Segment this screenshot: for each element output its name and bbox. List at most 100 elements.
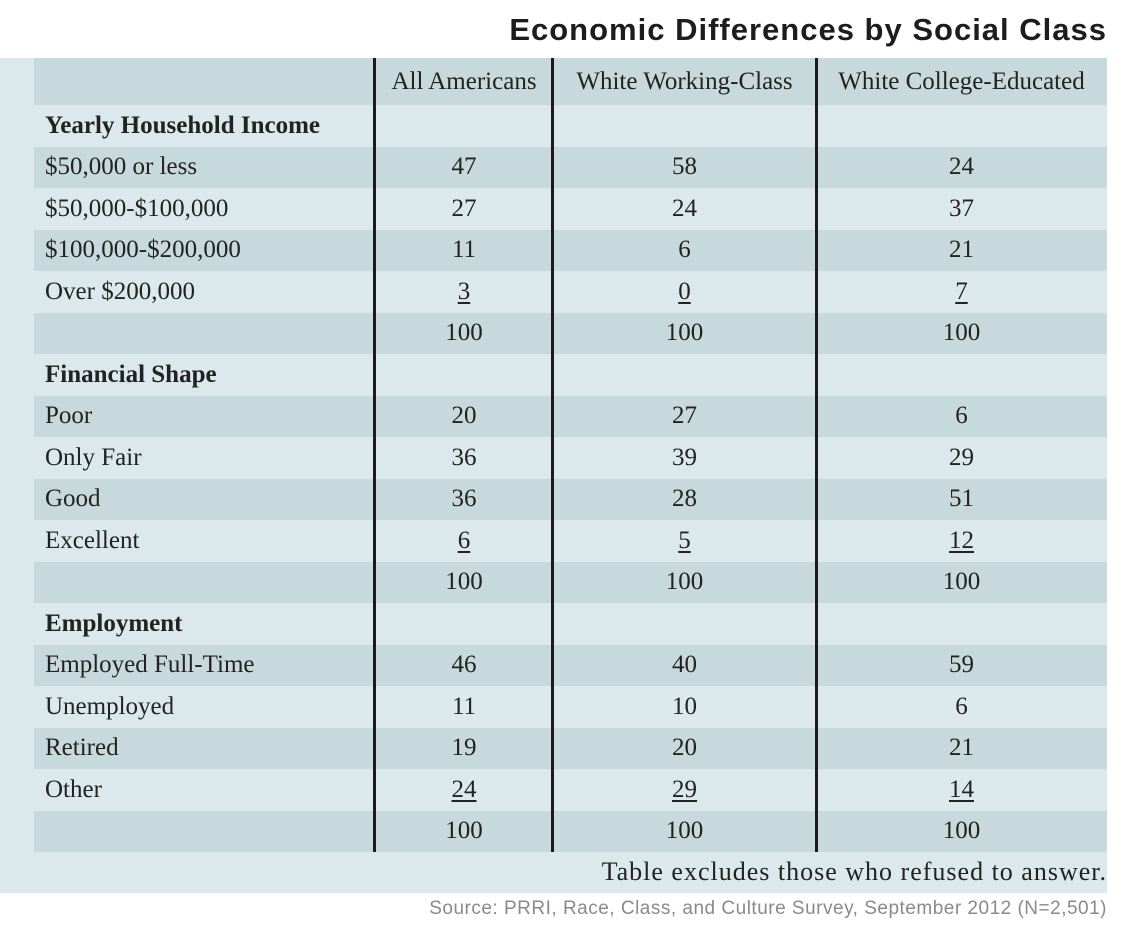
cell-value: 14 [949, 775, 974, 803]
cell-value: 3 [457, 277, 471, 305]
table-cell: 39 [553, 437, 816, 479]
table-cell: 5 [553, 520, 816, 562]
table-cell: 21 [816, 230, 1107, 272]
table-row: Excellent 6 5 12 [34, 520, 1107, 562]
row-label: Employed Full-Time [45, 651, 255, 679]
cell-value: 6 [955, 402, 968, 430]
table-cell: 20 [375, 396, 553, 438]
table-cell [375, 105, 553, 147]
cell-value: 29 [672, 775, 697, 803]
cell-value: 100 [665, 568, 704, 596]
cell-value: 27 [451, 194, 477, 222]
cell-value: 0 [678, 277, 691, 305]
cell-value: 6 [678, 236, 691, 264]
cell-value: 100 [445, 817, 483, 845]
table-cell [375, 354, 553, 396]
cell-value: 100 [445, 319, 483, 347]
table-cell [553, 105, 816, 147]
section-label: Yearly Household Income [45, 111, 320, 139]
table-cell: 40 [553, 645, 816, 687]
table-cell: 6 [375, 520, 553, 562]
table-row: $50,000 or less 47 58 24 [34, 146, 1107, 189]
table-cell: 11 [375, 686, 553, 728]
table-cell: 100 [816, 562, 1107, 604]
section-row: Yearly Household Income [34, 105, 1107, 147]
table-cell: 100 [375, 313, 553, 355]
cell-value: 24 [949, 153, 974, 181]
total-row: 100 100 100 [34, 312, 1107, 355]
section-label: Employment [45, 609, 183, 637]
table-row: Employed Full-Time 46 40 59 [34, 644, 1107, 687]
cell-value: 20 [672, 734, 697, 762]
row-label: Only Fair [45, 443, 142, 471]
table-cell [375, 603, 553, 645]
row-label: Other [45, 775, 102, 803]
cell-value: 100 [942, 319, 981, 347]
cell-value: 5 [678, 526, 691, 554]
row-label: Unemployed [45, 692, 175, 720]
cell-value: 12 [949, 526, 974, 554]
table-row: Only Fair 36 39 29 [34, 437, 1107, 479]
table-cell [816, 105, 1107, 147]
table-cell: 47 [375, 147, 553, 189]
cell-value: 58 [672, 153, 697, 181]
row-label: Good [45, 485, 101, 513]
source-line: Source: PRRI, Race, Class, and Culture S… [429, 898, 1107, 919]
cell-value: 29 [949, 443, 974, 471]
table-cell: 12 [816, 520, 1107, 562]
table-cell: 11 [375, 230, 553, 272]
table-cell: 6 [816, 396, 1107, 438]
table-cell: 100 [816, 811, 1107, 853]
cell-value: 27 [672, 402, 697, 430]
table-cell: 36 [375, 479, 553, 521]
section-row: Financial Shape [34, 354, 1107, 396]
table-row: Over $200,000 3 0 7 [34, 271, 1107, 313]
row-label: Retired [45, 734, 119, 762]
table-cell: 37 [816, 188, 1107, 230]
column-header: White College-Educated [838, 67, 1085, 95]
table-cell: 28 [553, 479, 816, 521]
cell-value: 28 [672, 485, 697, 513]
table-cell [816, 354, 1107, 396]
table-cell: 29 [816, 437, 1107, 479]
table-cell: 6 [816, 686, 1107, 728]
table-cell: 24 [816, 147, 1107, 189]
table-cell [553, 603, 816, 645]
row-label: $50,000-$100,000 [45, 194, 229, 222]
table-cell: 27 [375, 188, 553, 230]
cell-value: 100 [942, 817, 981, 845]
table-cell: 24 [553, 188, 816, 230]
table-row: $100,000-$200,000 11 6 21 [34, 229, 1107, 272]
cell-value: 47 [451, 153, 477, 181]
column-header: White Working-Class [576, 67, 793, 95]
cell-value: 19 [451, 734, 477, 762]
table-cell: 100 [553, 562, 816, 604]
table-row: Unemployed 11 10 6 [34, 686, 1107, 728]
row-label [34, 562, 375, 604]
table-cell [816, 603, 1107, 645]
column-header: All Americans [391, 67, 537, 95]
cell-value: 40 [672, 651, 697, 679]
cell-value: 59 [949, 651, 974, 679]
table-cell: 100 [375, 811, 553, 853]
cell-value: 10 [672, 692, 697, 720]
cell-value: 7 [955, 277, 968, 305]
cell-value: 100 [942, 568, 981, 596]
table-row: Other 24 29 14 [34, 769, 1107, 811]
total-row: 100 100 100 [34, 561, 1107, 604]
total-row: 100 100 100 [34, 810, 1107, 853]
data-table: All Americans White Working-Class White Co… [34, 58, 1107, 852]
cell-value: 20 [451, 402, 477, 430]
table-cell: 14 [816, 769, 1107, 811]
table-cell [553, 354, 816, 396]
table-cell: 100 [553, 811, 816, 853]
table-cell: 59 [816, 645, 1107, 687]
section-row: Employment [34, 603, 1107, 645]
cell-value: 100 [665, 319, 704, 347]
table-cell: 7 [816, 271, 1107, 313]
cell-value: 6 [955, 692, 968, 720]
table-cell: 19 [375, 728, 553, 770]
table-cell: 100 [375, 562, 553, 604]
table-cell: 100 [816, 313, 1107, 355]
cell-value: 24 [672, 194, 697, 222]
